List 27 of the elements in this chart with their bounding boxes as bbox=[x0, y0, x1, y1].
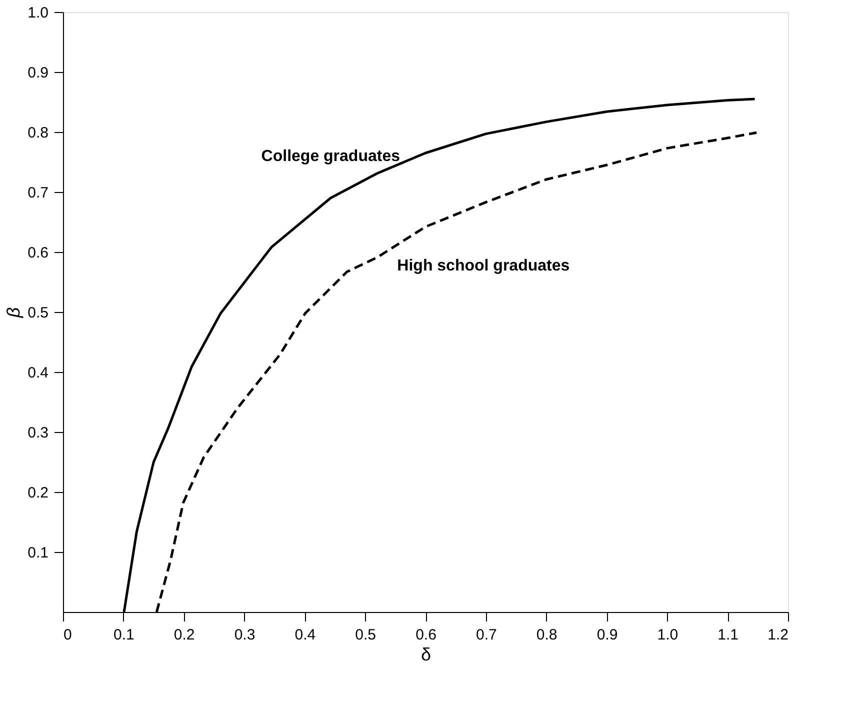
y-axis-title: β bbox=[4, 307, 24, 319]
x-tick-label: 0.9 bbox=[596, 626, 618, 644]
x-tick-label: 0.5 bbox=[355, 626, 376, 644]
y-tick-label: 0.1 bbox=[28, 544, 48, 562]
x-tick-label: 0.4 bbox=[294, 626, 316, 644]
y-tick-label: 0.6 bbox=[28, 244, 48, 262]
x-tick-label: 0 bbox=[64, 626, 72, 644]
x-axis-title: δ bbox=[420, 644, 432, 664]
x-tick-label: 0.2 bbox=[174, 626, 195, 644]
series-label: High school graduates bbox=[397, 257, 570, 274]
y-tick-label: 0.2 bbox=[28, 484, 48, 502]
x-tick-label: 0.6 bbox=[416, 626, 436, 644]
y-tick-label: 0.9 bbox=[28, 64, 48, 82]
y-tick-label: 0.4 bbox=[28, 364, 48, 382]
x-tick-label: 1.2 bbox=[768, 626, 788, 644]
x-tick-label: 1.0 bbox=[657, 626, 678, 644]
y-tick-label: 0.7 bbox=[28, 184, 48, 202]
y-tick-label: 1.0 bbox=[28, 4, 48, 22]
x-tick-label: 0.8 bbox=[536, 626, 558, 644]
x-tick-label: 0.3 bbox=[234, 626, 256, 644]
x-tick-label: 0.7 bbox=[476, 626, 497, 644]
y-tick-label: 0.3 bbox=[28, 424, 48, 442]
x-tick-label: 1.1 bbox=[718, 626, 739, 644]
x-tick-label: 0.1 bbox=[113, 626, 134, 644]
y-tick-label: 0.8 bbox=[28, 124, 48, 142]
series-label: College graduates bbox=[261, 148, 400, 165]
y-tick-label: 0.5 bbox=[28, 304, 48, 322]
